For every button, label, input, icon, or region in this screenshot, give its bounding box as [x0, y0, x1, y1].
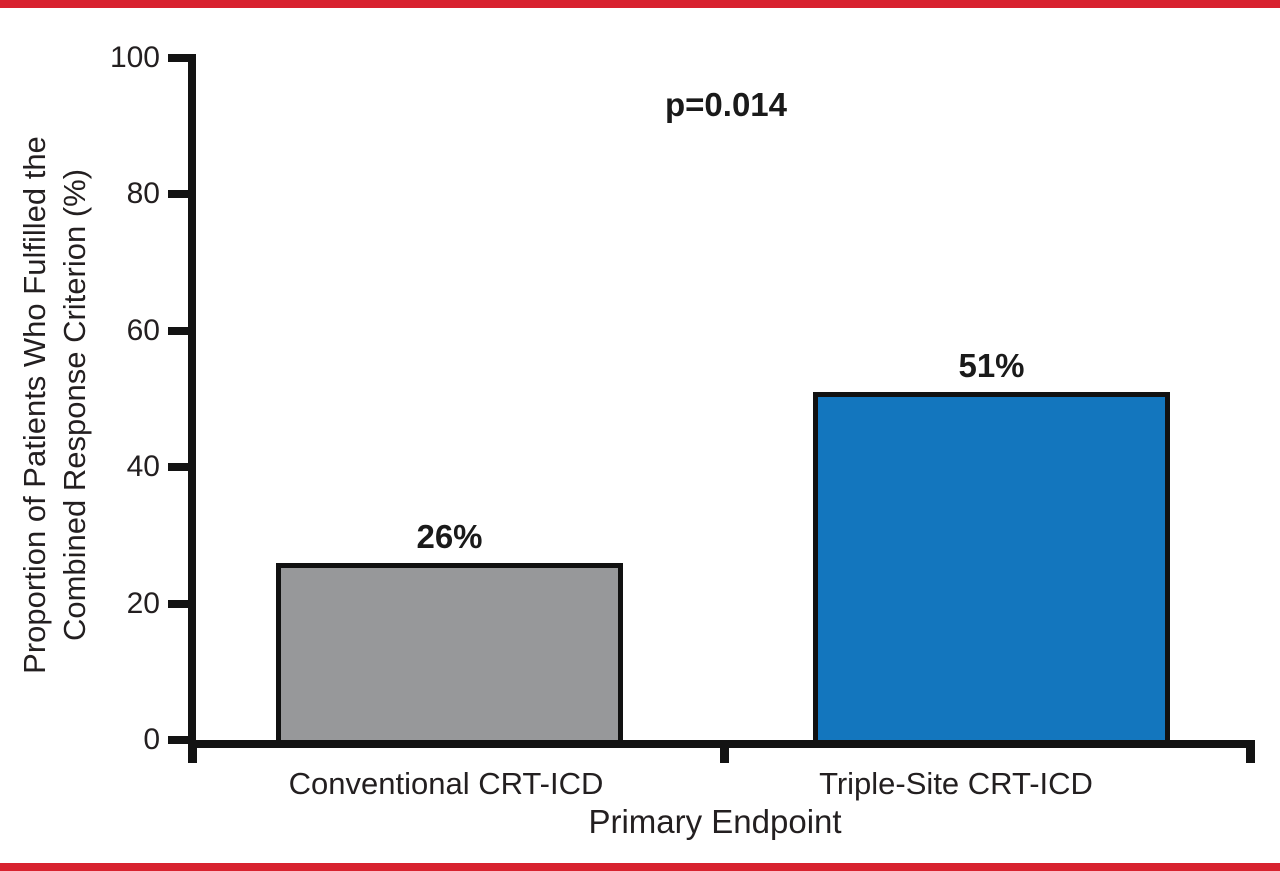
y-tick-mark	[168, 190, 196, 199]
x-tick-left	[188, 748, 197, 763]
y-tick-mark	[168, 54, 196, 62]
y-tick-mark	[168, 326, 196, 335]
y-tick-label: 60	[126, 313, 160, 347]
bar-triple-site-crt-icd: 51%	[813, 347, 1170, 740]
y-tick-label: 20	[126, 586, 160, 620]
y-axis-title-line1: Proportion of Patients Who Fulfilled the	[17, 136, 52, 674]
x-category-label-conventional: Conventional CRT-ICD	[288, 766, 604, 801]
x-tick-right	[1246, 748, 1255, 763]
plot-area: p=0.014 0 20 40 60 80 100 26% 51%	[110, 43, 1255, 763]
bar-value-label: 51%	[958, 347, 1025, 385]
y-tick-label: 80	[126, 177, 160, 211]
x-tick-middle	[720, 748, 729, 763]
x-category-label-triple-site: Triple-Site CRT-ICD	[819, 766, 1093, 801]
bar-value-label: 26%	[416, 517, 483, 555]
top-red-rule	[0, 0, 1280, 8]
bottom-red-rule	[0, 863, 1280, 871]
y-axis-title: Proportion of Patients Who Fulfilled the…	[15, 136, 95, 674]
y-tick-label: 100	[109, 41, 160, 74]
y-tick-label: 40	[126, 450, 160, 484]
y-axis-title-line2: Combined Response Criterion (%)	[57, 168, 92, 642]
p-value-annotation: p=0.014	[664, 86, 788, 123]
x-axis-title: Primary Endpoint	[588, 803, 842, 840]
y-tick-label: 0	[143, 723, 160, 756]
y-tick-mark	[168, 736, 196, 744]
bar-conventional-crt-icd: 26%	[276, 518, 623, 740]
y-tick-mark	[168, 463, 196, 472]
y-tick-mark	[168, 599, 196, 608]
